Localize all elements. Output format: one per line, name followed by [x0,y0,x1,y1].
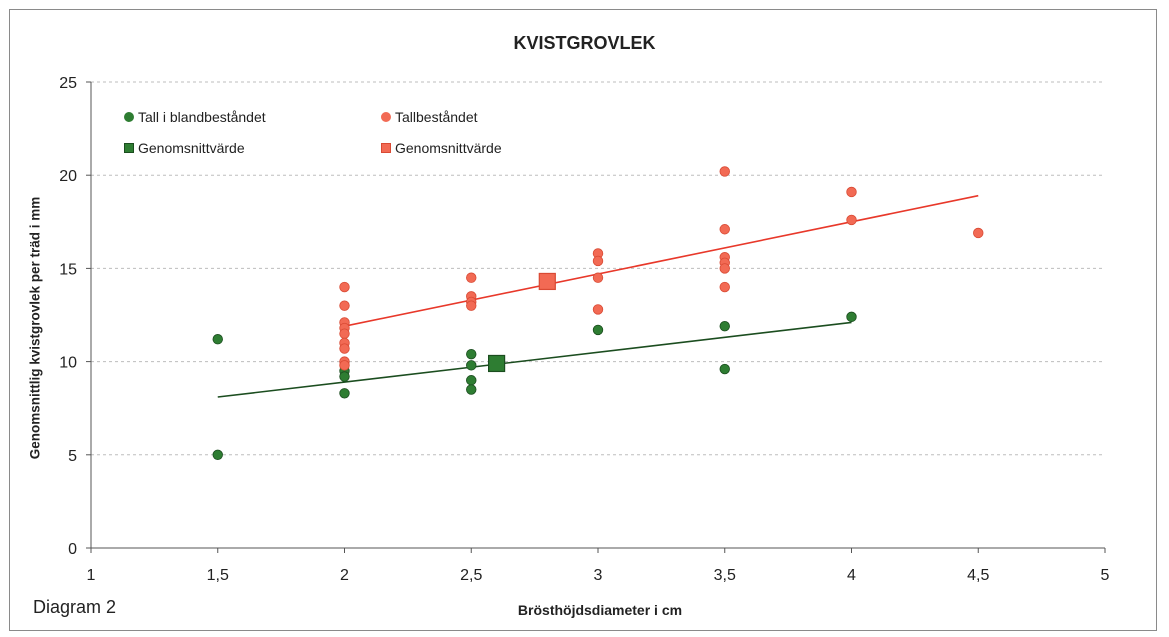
data-point-tall-blandbestandet [719,363,730,375]
data-point-tall-blandbestandet [719,320,730,332]
y-tick-label: 25 [59,75,77,92]
x-tick-label: 4,5 [967,567,989,584]
y-tick-label: 0 [68,541,77,558]
x-tick-label: 1 [87,567,96,584]
x-tick-label: 2 [340,567,349,584]
legend-red-circle-icon [381,112,391,122]
data-point-tallbestandet [973,227,984,239]
data-point-tallbestandet [592,304,604,315]
data-point-tallbestandet [719,166,730,177]
y-tick-label: 5 [68,448,77,465]
x-tick-label: 5 [1101,567,1110,584]
data-point-tall-blandbestandet [212,449,223,461]
legend-green-circle-icon [124,112,134,122]
x-tick-label: 3 [594,567,603,584]
x-tick-label: 3,5 [714,567,736,584]
chart-frame [9,9,1157,631]
x-tick-label: 4 [847,567,856,584]
y-tick-label: 15 [59,261,77,278]
chart-title: KVISTGROVLEK [513,33,656,53]
data-point-tallbestandet [719,281,730,293]
data-point-tallbestandet [719,224,730,235]
data-point-tall-blandbestandet [339,388,350,399]
trendline-tallbestandet [344,194,979,327]
legend-label: Tall i blandbeståndet [138,109,266,125]
data-point-tall-blandbestandet [212,334,223,345]
data-point-tallbestandet [846,214,857,226]
data-point-tall-blandbestandet [592,324,604,336]
data-point-tallbestandet [339,281,350,293]
data-point-tallbestandet [719,263,730,274]
legend-label: Tallbeståndet [395,109,478,125]
legend-red-square-icon [381,143,391,153]
diagram-label: Diagram 2 [33,597,117,617]
trendline-tall-blandbestandet [217,321,852,398]
x-tick-label: 1,5 [207,567,229,584]
data-point-tall-blandbestandet [846,311,857,323]
mean-point-red [538,272,556,291]
data-point-tallbestandet [339,300,350,311]
data-point-tallbestandet [339,343,350,354]
legend-label: Genomsnittvärde [138,140,245,156]
y-tick-label: 10 [59,355,77,372]
legend-label: Genomsnittvärde [395,140,502,156]
legend-green-square-icon [124,143,134,153]
data-point-tall-blandbestandet [466,360,477,371]
x-tick-label: 2,5 [460,567,482,584]
data-point-tallbestandet [846,186,857,198]
legend-item-tall-blandbestandet: Tall i blandbeståndet [124,109,266,125]
data-point-tallbestandet [592,255,604,267]
data-point-tallbestandet [466,300,477,311]
y-axis-label: Genomsnittlig kvistgrovlek per träd i mm [27,196,43,460]
data-point-tallbestandet [339,328,350,339]
data-point-tallbestandet [466,272,477,283]
data-point-tall-blandbestandet [466,375,477,386]
data-point-tallbestandet [339,360,350,371]
data-point-tall-blandbestandet [466,348,477,360]
x-axis-label: Brösthöjdsdiameter i cm [517,602,683,618]
legend-item-tallbestandet: Tallbeståndet [381,109,478,125]
mean-point-green [488,354,506,373]
data-point-tall-blandbestandet [339,371,350,382]
legend-item-genomsnitt-red: Genomsnittvärde [381,140,502,156]
y-tick-label: 20 [59,168,77,185]
data-point-tall-blandbestandet [466,384,477,395]
legend-item-genomsnitt-green: Genomsnittvärde [124,140,245,156]
data-point-tallbestandet [592,272,604,283]
